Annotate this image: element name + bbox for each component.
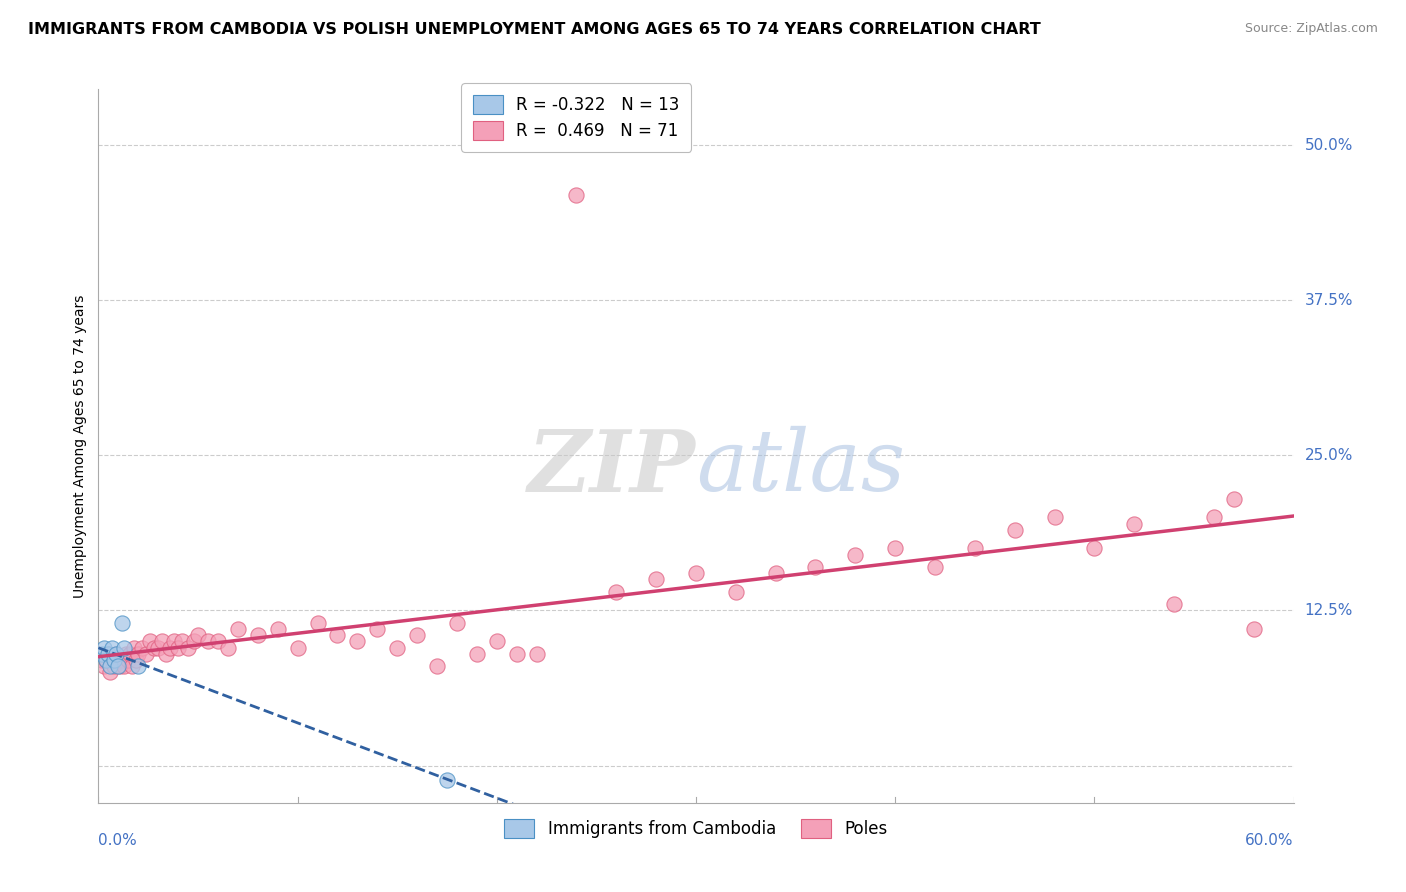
Text: 50.0%: 50.0% — [1305, 137, 1353, 153]
Point — [724, 584, 747, 599]
Text: 37.5%: 37.5% — [1305, 293, 1353, 308]
Point — [120, 647, 142, 661]
Point — [963, 541, 986, 556]
Point — [91, 653, 114, 667]
Point — [135, 647, 157, 661]
Text: 25.0%: 25.0% — [1305, 448, 1353, 463]
Point — [765, 566, 787, 581]
Point — [645, 573, 668, 587]
Point — [177, 640, 200, 655]
Point — [98, 665, 122, 680]
Point — [924, 560, 946, 574]
Point — [1243, 622, 1265, 636]
Point — [226, 622, 249, 636]
Point — [143, 640, 166, 655]
Point — [115, 647, 138, 661]
Point — [1163, 597, 1185, 611]
Point — [172, 634, 194, 648]
Point — [1043, 510, 1066, 524]
Point — [97, 647, 120, 661]
Point — [96, 653, 118, 667]
Point — [506, 647, 529, 661]
Point — [107, 653, 129, 667]
Point — [426, 659, 449, 673]
Point — [112, 659, 135, 673]
Point — [1123, 516, 1146, 531]
Point — [183, 634, 205, 648]
Point — [98, 659, 122, 673]
Point — [111, 653, 134, 667]
Point — [844, 548, 866, 562]
Point — [127, 659, 149, 673]
Point — [127, 647, 149, 661]
Point — [131, 640, 153, 655]
Point — [207, 634, 229, 648]
Text: 12.5%: 12.5% — [1305, 603, 1353, 618]
Point — [526, 647, 548, 661]
Text: ZIP: ZIP — [529, 425, 696, 509]
Point — [366, 622, 388, 636]
Text: IMMIGRANTS FROM CAMBODIA VS POLISH UNEMPLOYMENT AMONG AGES 65 TO 74 YEARS CORREL: IMMIGRANTS FROM CAMBODIA VS POLISH UNEMP… — [28, 22, 1040, 37]
Point — [197, 634, 219, 648]
Point — [287, 640, 309, 655]
Point — [148, 640, 170, 655]
Point — [112, 640, 135, 655]
Point — [465, 647, 488, 661]
Point — [101, 653, 124, 667]
Point — [406, 628, 429, 642]
Point — [163, 634, 186, 648]
Point — [107, 659, 129, 673]
Text: Source: ZipAtlas.com: Source: ZipAtlas.com — [1244, 22, 1378, 36]
Point — [804, 560, 827, 574]
Point — [125, 653, 148, 667]
Point — [103, 653, 125, 667]
Point — [97, 647, 120, 661]
Point — [436, 773, 458, 788]
Point — [93, 659, 115, 673]
Point — [150, 634, 173, 648]
Point — [121, 659, 143, 673]
Point — [91, 647, 114, 661]
Text: atlas: atlas — [696, 426, 905, 508]
Y-axis label: Unemployment Among Ages 65 to 74 years: Unemployment Among Ages 65 to 74 years — [73, 294, 87, 598]
Legend: Immigrants from Cambodia, Poles: Immigrants from Cambodia, Poles — [498, 812, 894, 845]
Point — [167, 640, 190, 655]
Point — [685, 566, 707, 581]
Point — [93, 640, 115, 655]
Point — [124, 640, 146, 655]
Text: 60.0%: 60.0% — [1246, 833, 1294, 848]
Point — [139, 634, 162, 648]
Point — [446, 615, 468, 630]
Point — [187, 628, 209, 642]
Point — [105, 647, 128, 661]
Point — [246, 628, 269, 642]
Point — [1083, 541, 1105, 556]
Point — [267, 622, 290, 636]
Point — [105, 647, 128, 661]
Point — [565, 187, 588, 202]
Point — [326, 628, 349, 642]
Point — [155, 647, 177, 661]
Point — [111, 615, 134, 630]
Point — [159, 640, 181, 655]
Text: 0.0%: 0.0% — [98, 833, 138, 848]
Point — [1202, 510, 1225, 524]
Point — [307, 615, 329, 630]
Point — [217, 640, 239, 655]
Point — [884, 541, 907, 556]
Point — [385, 640, 409, 655]
Point — [346, 634, 368, 648]
Point — [605, 584, 627, 599]
Point — [117, 653, 139, 667]
Point — [110, 659, 132, 673]
Point — [103, 659, 125, 673]
Point — [485, 634, 508, 648]
Point — [1004, 523, 1026, 537]
Point — [1223, 491, 1246, 506]
Point — [101, 640, 124, 655]
Point — [96, 653, 118, 667]
